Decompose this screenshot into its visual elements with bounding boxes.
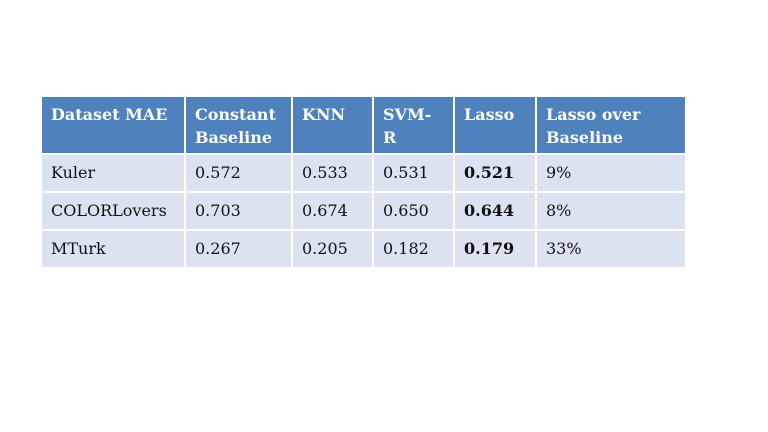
header-dataset-mae: Dataset MAE — [40, 95, 186, 155]
cell-knn: 0.533 — [291, 153, 374, 193]
cell-lasso-over-baseline: 8% — [535, 191, 687, 231]
cell-knn: 0.674 — [291, 191, 374, 231]
header-knn: KNN — [291, 95, 374, 155]
table-row: MTurk 0.267 0.205 0.182 0.179 33% — [40, 229, 687, 269]
cell-constant-baseline: 0.572 — [184, 153, 293, 193]
cell-dataset: COLORLovers — [40, 191, 186, 231]
header-svm-r: SVM-R — [372, 95, 455, 155]
cell-svm-r: 0.650 — [372, 191, 455, 231]
cell-svm-r: 0.531 — [372, 153, 455, 193]
table-body: Kuler 0.572 0.533 0.531 0.521 9% COLORLo… — [40, 153, 687, 269]
header-lasso-over-baseline: Lasso over Baseline — [535, 95, 687, 155]
table-row: COLORLovers 0.703 0.674 0.650 0.644 8% — [40, 191, 687, 231]
cell-knn: 0.205 — [291, 229, 374, 269]
header-constant-baseline: Constant Baseline — [184, 95, 293, 155]
header-lasso: Lasso — [453, 95, 537, 155]
results-table: Dataset MAE Constant Baseline KNN SVM-R … — [40, 95, 687, 269]
cell-dataset: Kuler — [40, 153, 186, 193]
table-row: Kuler 0.572 0.533 0.531 0.521 9% — [40, 153, 687, 193]
cell-dataset: MTurk — [40, 229, 186, 269]
cell-lasso-over-baseline: 33% — [535, 229, 687, 269]
cell-constant-baseline: 0.267 — [184, 229, 293, 269]
table-header: Dataset MAE Constant Baseline KNN SVM-R … — [40, 95, 687, 155]
cell-lasso: 0.521 — [453, 153, 537, 193]
cell-constant-baseline: 0.703 — [184, 191, 293, 231]
cell-lasso: 0.179 — [453, 229, 537, 269]
cell-lasso: 0.644 — [453, 191, 537, 231]
header-row: Dataset MAE Constant Baseline KNN SVM-R … — [40, 95, 687, 155]
cell-svm-r: 0.182 — [372, 229, 455, 269]
cell-lasso-over-baseline: 9% — [535, 153, 687, 193]
